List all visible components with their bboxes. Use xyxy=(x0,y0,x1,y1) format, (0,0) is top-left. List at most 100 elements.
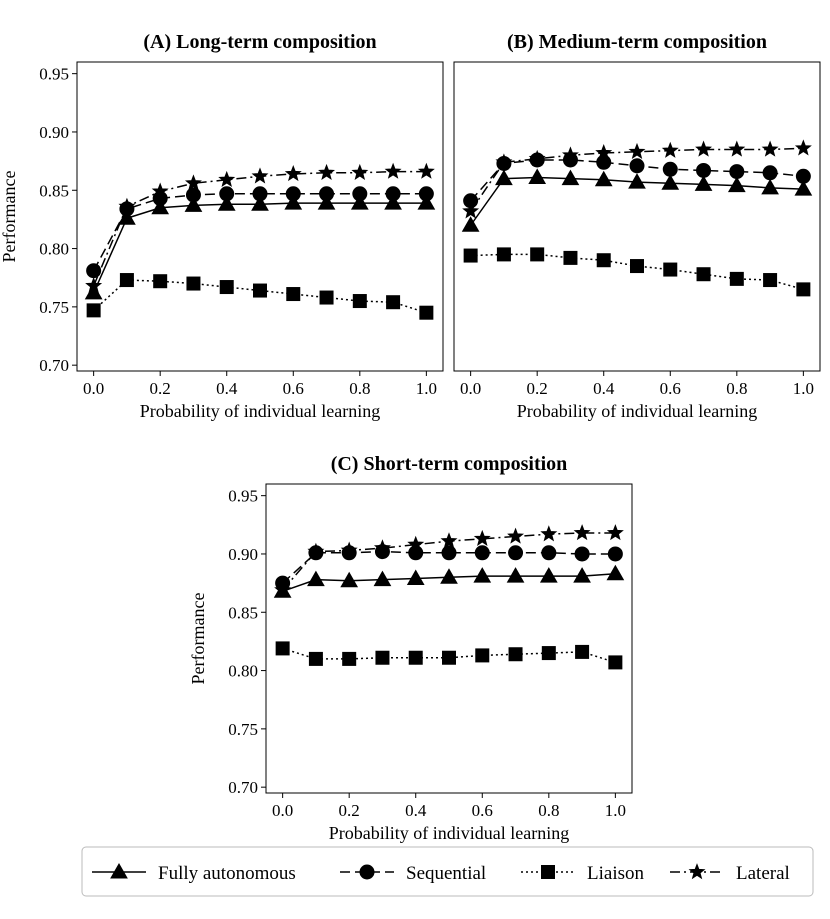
panel-c-ytick-label: 0.95 xyxy=(228,487,258,506)
legend-liaison-label: Liaison xyxy=(587,863,644,884)
panel-c-fully-autonomous-point xyxy=(440,568,458,584)
panel-b-fully-autonomous-point xyxy=(794,180,813,196)
panel-a-lateral-point xyxy=(417,162,435,179)
panel-a-ytick-label: 0.90 xyxy=(39,123,69,142)
panel-c-xlabel: Probability of individual learning xyxy=(329,823,569,843)
panel-c-liaison-point xyxy=(275,641,290,656)
panel-c-fully-autonomous-point xyxy=(606,564,625,581)
panel-b-xtick-label: 0.0 xyxy=(460,379,481,398)
panel-b-liaison-point xyxy=(596,253,611,268)
panel-c-fully-autonomous-point xyxy=(573,567,591,583)
panel-c-liaison-point xyxy=(342,651,357,666)
legend-item-fully-autonomous: Fully autonomous xyxy=(92,862,296,884)
panel-b-sequential-point xyxy=(729,164,745,180)
panel-a-xtick-label: 1.0 xyxy=(416,379,437,398)
panel-c-liaison-point xyxy=(608,655,623,670)
panel-c-liaison-point xyxy=(308,651,323,666)
panel-a-sequential-point xyxy=(319,186,335,202)
panel-a-sequential-point xyxy=(86,263,102,279)
panel-a-lateral-point xyxy=(151,182,169,199)
panel-b-sequential-point xyxy=(596,154,612,170)
panel-b-fully-autonomous-point xyxy=(561,169,580,186)
panel-c-lateral-point xyxy=(606,524,624,541)
panel-b-fully-autonomous-point xyxy=(761,178,779,195)
panel-b-liaison-point xyxy=(763,273,778,288)
panel-c-series-liaison xyxy=(275,641,623,670)
panel-c-fully-autonomous-point xyxy=(539,567,558,583)
panel-b-fully-autonomous-point xyxy=(461,216,480,232)
panel-b-fully-autonomous-point xyxy=(528,168,547,184)
panel-a-series-sequential xyxy=(86,186,434,279)
panel-a-fully-autonomous-point xyxy=(317,194,336,210)
legend-lateral-marker xyxy=(688,863,706,880)
panel-c-liaison-point xyxy=(442,650,456,665)
panel-b-fully-autonomous-point xyxy=(661,174,680,190)
panel-b-sequential-point xyxy=(795,168,811,184)
panel-c-lateral-point xyxy=(573,524,591,541)
panel-c-lateral-point xyxy=(340,541,358,558)
panel-b-liaison-point xyxy=(496,247,511,262)
panel-c-lateral-point xyxy=(540,525,558,542)
panel-c-title: (C) Short-term composition xyxy=(331,453,568,475)
panel-b-xtick-label: 0.4 xyxy=(593,379,615,398)
panel-c-ylabel: Performance xyxy=(188,593,208,685)
panel-c-xtick-label: 1.0 xyxy=(605,801,626,820)
panel-a-sequential-point xyxy=(219,186,235,202)
panel-a-liaison-point xyxy=(86,303,101,318)
panel-a-lateral-point xyxy=(85,276,103,294)
panel-b-title: (B) Medium-term composition xyxy=(507,31,767,53)
panel-b-sequential-point xyxy=(662,161,678,177)
panel-c-series-lateral xyxy=(274,524,624,598)
panel-b-lateral-line xyxy=(470,147,804,212)
panel-a-liaison-point xyxy=(153,274,168,289)
panel-b-liaison-point xyxy=(696,267,711,282)
panel-c-liaison-point xyxy=(475,648,490,663)
panel-b-fully-autonomous-point xyxy=(628,173,646,189)
legend-fully-autonomous-marker xyxy=(110,862,128,879)
legend-lateral-label: Lateral xyxy=(736,863,790,884)
panel-a-liaison-line xyxy=(93,279,427,314)
panel-c-sequential-point xyxy=(541,545,557,561)
panel-c-fully-autonomous-point xyxy=(340,571,359,588)
panel-c-ytick-label: 0.90 xyxy=(228,545,258,564)
panel-c-xtick-label: 0.0 xyxy=(272,801,293,820)
panel-c-lateral-point xyxy=(274,581,292,598)
panel-c-fully-autonomous-point xyxy=(307,570,325,587)
panel-a-fully-autonomous-point xyxy=(217,195,236,211)
panel-b-xtick-label: 0.6 xyxy=(660,379,681,398)
panel-c-liaison-point xyxy=(541,646,556,661)
panel-a-sequential-point xyxy=(385,186,401,202)
panel-a-xtick-label: 0.8 xyxy=(349,379,370,398)
panel-c-xtick-label: 0.4 xyxy=(405,801,427,820)
panel-a-fully-autonomous-line xyxy=(92,202,427,294)
panel-b-fully-autonomous-point xyxy=(694,175,713,191)
panel-c-lateral-point xyxy=(307,542,325,559)
legend-item-lateral: Lateral xyxy=(670,863,790,884)
panel-c-ytick-label: 0.85 xyxy=(228,603,258,622)
panel-a-liaison-point xyxy=(286,287,301,302)
panel-c-xtick-label: 0.6 xyxy=(472,801,493,820)
panel-c-liaison-point xyxy=(575,644,590,659)
panel-b-sequential-point xyxy=(696,162,712,178)
panel-b-lateral-point xyxy=(528,149,546,166)
legend: Fully autonomous Sequential Liaison Lateral xyxy=(81,846,814,897)
panel-a-liaison-point xyxy=(253,283,267,298)
panel-b-liaison-point xyxy=(463,248,478,263)
panel-a-lateral-point xyxy=(351,163,369,180)
legend-sequential-label: Sequential xyxy=(406,863,486,884)
panel-c: (C) Short-term composition 0.0 0.2 0.4 0.6 0.… xyxy=(188,453,633,843)
panel-b-lateral-point xyxy=(561,146,579,163)
legend-fully-autonomous-label: Fully autonomous xyxy=(158,863,296,884)
panel-b: (B) Medium-term composition 0.0 0.2 0.4 0.6 0… xyxy=(453,31,821,421)
legend-liaison-marker xyxy=(541,865,555,879)
panel-c-sequential-line xyxy=(282,550,616,584)
panel-a-lateral-point xyxy=(251,167,269,184)
panel-a-ytick-label: 0.70 xyxy=(39,356,69,375)
panel-b-liaison-point xyxy=(796,282,811,297)
panel-b-frame xyxy=(453,61,821,372)
panel-c-liaison-point xyxy=(508,647,523,662)
panel-a-liaison-point xyxy=(219,280,234,295)
panel-b-liaison-point xyxy=(663,262,678,277)
panel-a-ytick-label: 0.75 xyxy=(39,298,69,317)
